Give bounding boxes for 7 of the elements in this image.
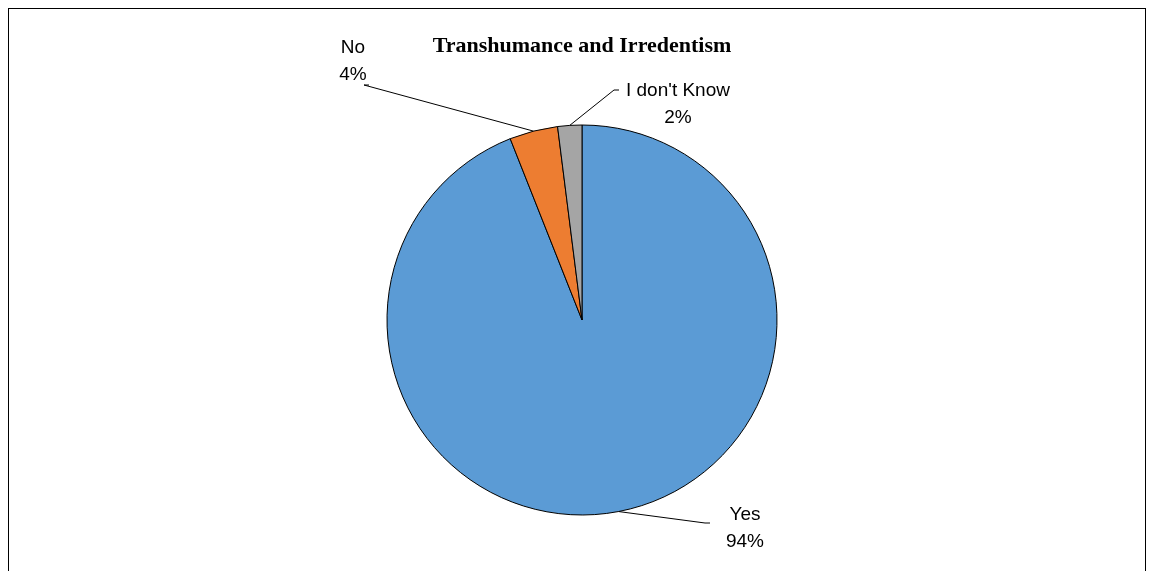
data-label: 4%: [339, 63, 367, 84]
slice-label: Yes: [729, 503, 761, 524]
slice-label: No: [340, 36, 366, 57]
data-label: 94%: [725, 530, 765, 551]
data-label: 2%: [664, 106, 692, 127]
chart-title: Transhumance and Irredentism: [432, 32, 732, 57]
slice-label: I don't Know: [626, 79, 731, 100]
